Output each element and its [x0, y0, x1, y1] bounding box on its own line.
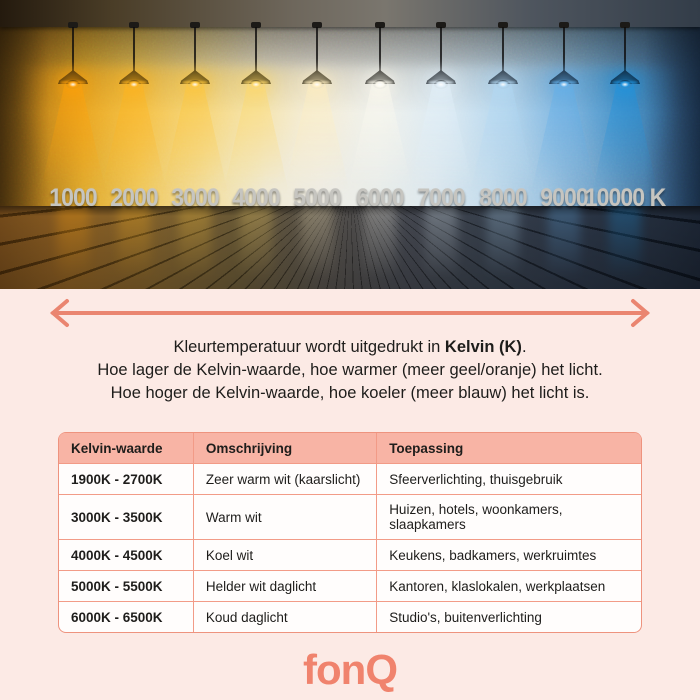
- double-arrow: [49, 299, 651, 327]
- bulb-glow: [249, 80, 263, 89]
- bulb-glow: [127, 80, 141, 89]
- table-row: 1900K - 2700K Zeer warm wit (kaarslicht)…: [59, 463, 641, 494]
- cell-kelvin: 3000K - 3500K: [59, 494, 193, 539]
- intro-line-1: Kleurtemperatuur wordt uitgedrukt in Kel…: [173, 338, 527, 356]
- floor-reflection: [301, 206, 333, 286]
- cord-mount: [436, 22, 446, 28]
- cord-mount: [620, 22, 630, 28]
- floor-reflection: [609, 206, 641, 286]
- kelvin-table: Kelvin-waarde Omschrijving Toepassing 19…: [58, 432, 642, 633]
- table-row: 5000K - 5500K Helder wit daglicht Kantor…: [59, 570, 641, 601]
- bulb-glow: [310, 80, 324, 89]
- lamp-cord: [316, 27, 318, 71]
- cord-mount: [68, 22, 78, 28]
- intro-line-3: Hoe hoger de Kelvin-waarde, hoe koeler (…: [110, 384, 590, 402]
- cord-mount: [498, 22, 508, 28]
- floor-reflection: [548, 206, 580, 286]
- cell-kelvin: 1900K - 2700K: [59, 463, 193, 494]
- bulb-glow: [557, 80, 571, 89]
- floor-reflection: [240, 206, 272, 286]
- cord-mount: [190, 22, 200, 28]
- lamp-cord: [133, 27, 135, 71]
- floor-reflection: [364, 206, 396, 286]
- cord-mount: [559, 22, 569, 28]
- intro-text: Kleurtemperatuur wordt uitgedrukt in Kel…: [0, 336, 700, 405]
- info-section: Kleurtemperatuur wordt uitgedrukt in Kel…: [0, 289, 700, 691]
- table-row: 3000K - 3500K Warm wit Huizen, hotels, w…: [59, 494, 641, 539]
- bulb-glow: [66, 80, 80, 89]
- cell-kelvin: 5000K - 5500K: [59, 570, 193, 601]
- cell-kelvin: 4000K - 4500K: [59, 539, 193, 570]
- floor-reflection: [425, 206, 457, 286]
- lamp-cord: [379, 27, 381, 71]
- cell-toepassing: Sfeerverlichting, thuisgebruik: [376, 463, 641, 494]
- cell-omschrijving: Zeer warm wit (kaarslicht): [192, 463, 377, 494]
- table-row: 6000K - 6500K Koud daglicht Studio's, bu…: [59, 601, 641, 632]
- kelvin-scale-photo: 1000 2000 3000 4000: [0, 0, 700, 289]
- cell-omschrijving: Koel wit: [192, 539, 377, 570]
- bulb-glow: [373, 80, 387, 89]
- bulb-glow: [496, 80, 510, 89]
- cell-omschrijving: Helder wit daglicht: [192, 570, 377, 601]
- cell-toepassing: Studio's, buitenverlichting: [376, 601, 641, 632]
- cord-mount: [251, 22, 261, 28]
- kelvin-bold: Kelvin (K): [444, 338, 522, 356]
- floor-reflection: [57, 206, 89, 286]
- lamp-cord: [72, 27, 74, 71]
- ceiling: [0, 0, 700, 27]
- cord-mount: [312, 22, 322, 28]
- table-header-toepassing: Toepassing: [376, 433, 641, 463]
- lamp-cord: [255, 27, 257, 71]
- lamp-cord: [563, 27, 565, 71]
- floor-reflection: [487, 206, 519, 286]
- floor-reflection: [179, 206, 211, 286]
- cord-mount: [375, 22, 385, 28]
- wood-floor: [0, 206, 700, 289]
- bulb-glow: [434, 80, 448, 89]
- lamp-cord: [440, 27, 442, 71]
- table-header-kelvin: Kelvin-waarde: [59, 433, 193, 463]
- cell-omschrijving: Warm wit: [192, 494, 377, 539]
- cell-toepassing: Kantoren, klaslokalen, werkplaatsen: [376, 570, 641, 601]
- table-header-row: Kelvin-waarde Omschrijving Toepassing: [59, 433, 641, 463]
- floor-reflection: [118, 206, 150, 286]
- intro-line-2: Hoe lager de Kelvin-waarde, hoe warmer (…: [97, 361, 603, 379]
- lamp-cord: [624, 27, 626, 71]
- cell-omschrijving: Koud daglicht: [192, 601, 377, 632]
- bulb-glow: [188, 80, 202, 89]
- cell-toepassing: Keukens, badkamers, werkruimtes: [376, 539, 641, 570]
- lamp-cord: [194, 27, 196, 71]
- cell-toepassing: Huizen, hotels, woonkamers, slaapkamers: [376, 494, 641, 539]
- table-row: 4000K - 4500K Koel wit Keukens, badkamer…: [59, 539, 641, 570]
- cord-mount: [129, 22, 139, 28]
- lamp-cord: [502, 27, 504, 71]
- cell-kelvin: 6000K - 6500K: [59, 601, 193, 632]
- kelvin-scale-label: 10000 K: [584, 184, 666, 212]
- table-header-omschrijving: Omschrijving: [192, 433, 377, 463]
- bulb-glow: [618, 80, 632, 89]
- fonq-logo: fonQ: [303, 646, 398, 693]
